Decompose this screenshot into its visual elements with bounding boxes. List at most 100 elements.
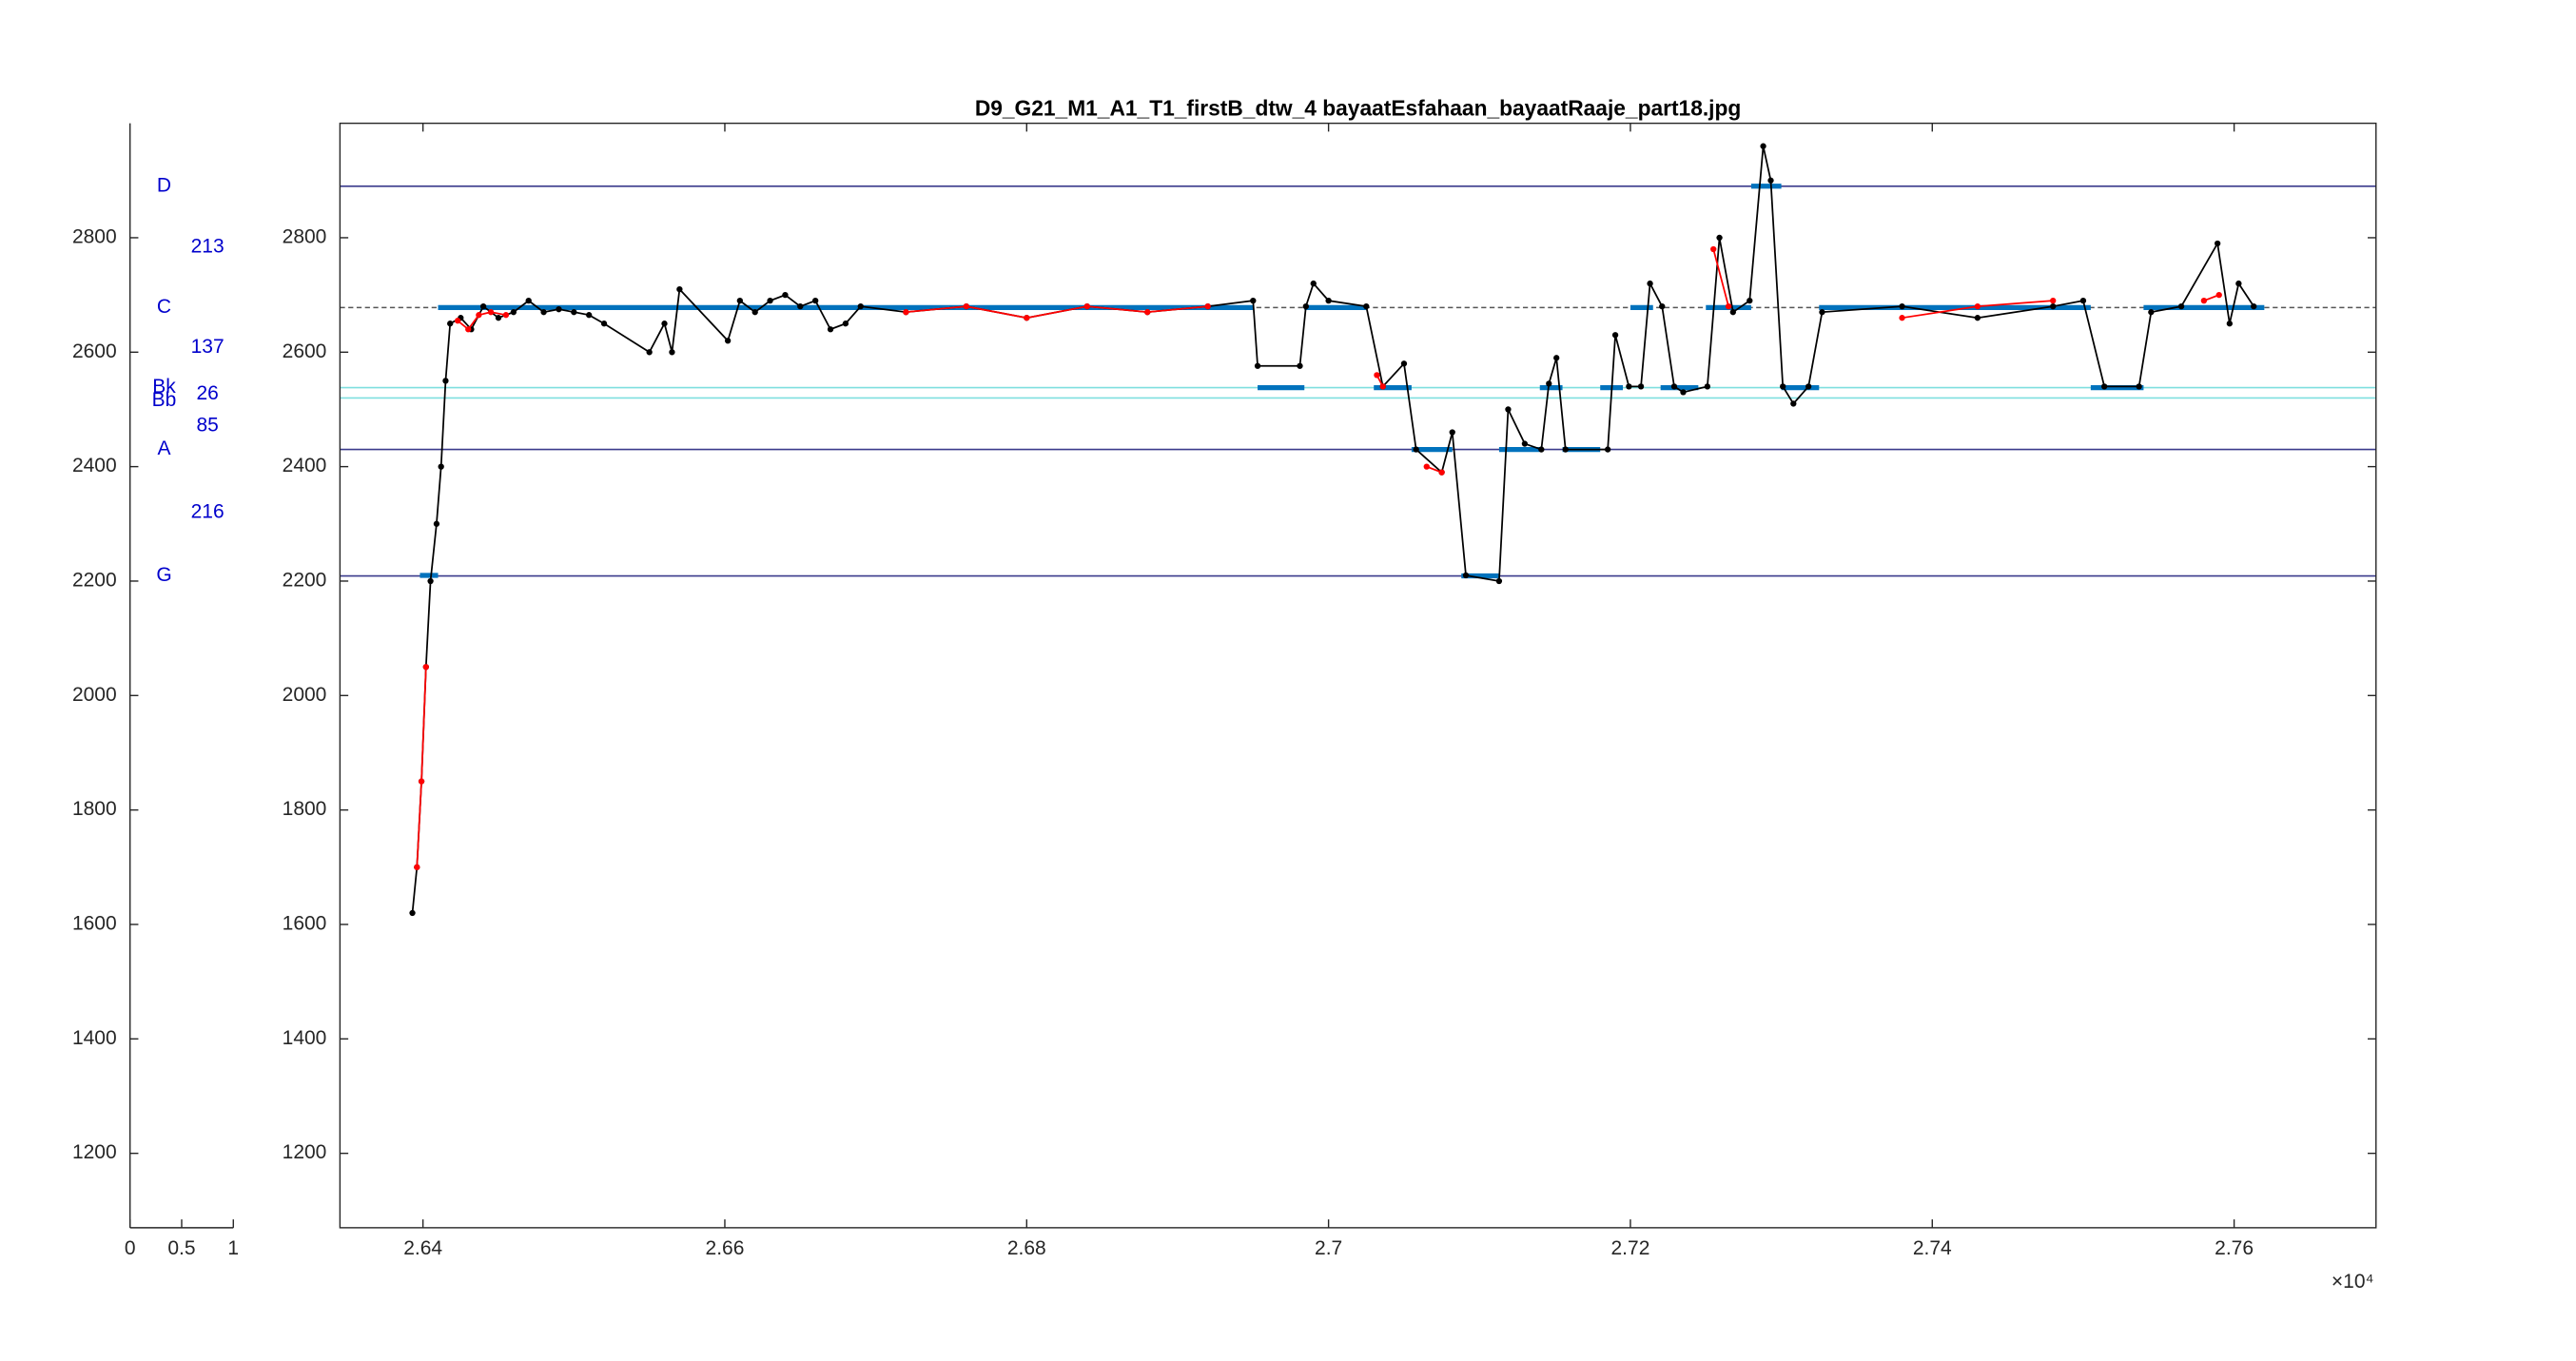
data-point [1521,440,1529,447]
series-line [411,146,2254,914]
data-point [827,326,834,333]
data-point [556,306,562,313]
data-point [661,321,668,327]
data-point [1302,303,1309,310]
interval-label: 26 [196,382,218,404]
data-point [2148,309,2155,316]
data-point [479,303,487,310]
data-point [465,326,472,333]
x-tick-label: 2.72 [1611,1237,1650,1259]
data-point [1562,446,1569,453]
data-point [1659,303,1666,310]
y-tick-label: 2000 [283,684,327,706]
data-point [2251,303,2257,310]
data-point [1704,383,1711,390]
data-point [418,778,425,785]
data-point [646,349,653,356]
y-tick-label: 1200 [72,1141,117,1163]
data-point [842,321,849,327]
y-tick-label: 2200 [72,570,117,592]
data-point [2214,240,2221,247]
data-point [2200,297,2208,304]
data-point [1974,303,1981,310]
data-point [782,291,789,299]
data-point [1974,315,1981,321]
data-point [857,303,864,310]
data-point [1747,297,1753,304]
data-point [1254,362,1261,369]
data-point [1710,245,1717,253]
data-point [495,315,502,321]
data-point [422,664,429,671]
data-point [1413,446,1419,453]
data-point [2215,291,2222,299]
data-point [1538,446,1545,453]
y-tick-label: 1800 [283,798,327,820]
data-point [1725,303,1732,310]
data-point [2079,297,2087,304]
y-tick-label: 2600 [283,340,327,362]
y-tick-label: 1800 [72,798,117,820]
data-point [1310,280,1317,287]
data-point [2226,321,2233,327]
data-point [724,338,732,344]
data-point [487,309,495,316]
data-point [1647,280,1653,287]
data-point [1449,429,1455,436]
data-point [1297,362,1303,369]
data-point [1899,303,1905,310]
y-tick-label: 1400 [72,1027,117,1049]
data-point [2235,280,2242,287]
data-point [751,309,758,316]
interval-label: 216 [191,500,224,522]
note-label: Bb [152,389,177,411]
x-tick-label: 2.64 [403,1237,442,1259]
x-tick-label: 2.68 [1007,1237,1046,1259]
data-point [1204,303,1211,310]
axes-box [339,122,2377,1229]
data-point [1680,389,1687,396]
data-point [2050,297,2057,304]
data-point [1495,577,1503,585]
data-point [414,864,420,870]
x-tick-label: 2.74 [1913,1237,1952,1259]
data-point [510,309,517,316]
x-tick-label: 0 [125,1237,136,1259]
data-point [571,309,577,316]
data-point [736,297,743,304]
x-tick-label: 2.66 [706,1237,745,1259]
data-point [409,909,416,917]
x-tick-label: 2.76 [2215,1237,2254,1259]
x-tick-label: 2.7 [1315,1237,1342,1259]
interval-label: 213 [191,236,224,258]
data-point [427,577,434,585]
data-point [438,463,444,470]
y-tick-label: 2800 [72,225,117,247]
data-point [502,312,510,319]
data-point [1379,383,1386,390]
y-tick-label: 2200 [283,570,327,592]
data-point [447,321,454,327]
data-point [1438,469,1445,476]
data-point [676,285,683,293]
data-point [1604,446,1611,453]
data-point [767,297,773,304]
data-point [1423,463,1430,470]
data-point [1250,297,1257,304]
data-point [1024,315,1030,321]
data-point [963,303,969,310]
data-point [797,303,804,310]
data-point [1611,332,1619,339]
data-point [2177,303,2185,310]
data-point [454,318,461,324]
note-label: C [157,296,171,318]
interval-label: 137 [191,336,224,358]
data-point [540,309,547,316]
data-point [1780,383,1786,390]
y-tick-label: 2600 [72,340,117,362]
data-point [1760,143,1766,149]
data-point [1083,303,1090,310]
chart-title: D9_G21_M1_A1_T1_firstB_dtw_4 bayaatEsfah… [975,96,1741,121]
data-point [1790,400,1797,407]
